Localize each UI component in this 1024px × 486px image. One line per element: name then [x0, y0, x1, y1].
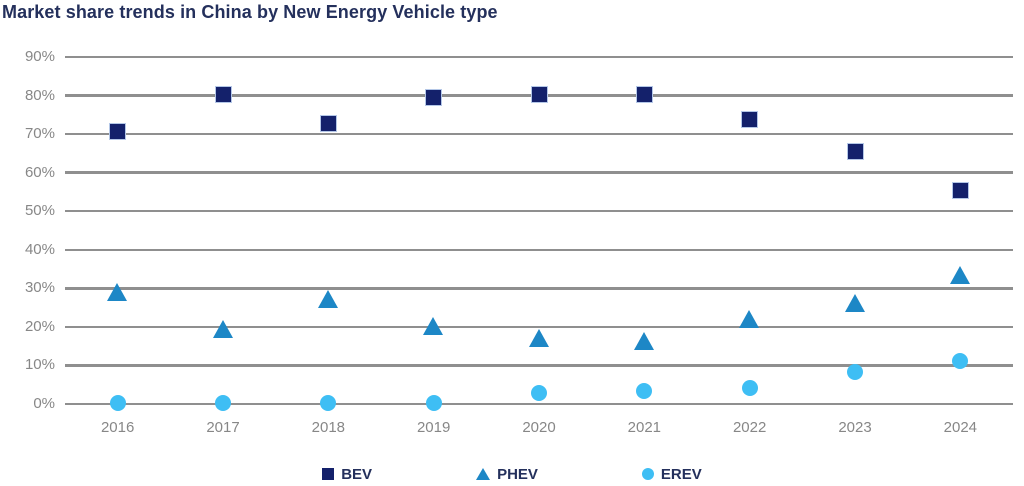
y-axis-tick-label: 80%	[24, 86, 55, 104]
gridline	[65, 171, 1013, 174]
marker-phev	[423, 316, 444, 335]
marker-erev	[847, 364, 863, 381]
gridline	[65, 325, 1013, 329]
gridline	[65, 402, 1013, 406]
legend-circle-icon	[641, 468, 654, 480]
marker-erev	[109, 394, 126, 411]
legend-label: BEV	[341, 465, 373, 483]
x-axis-tick-label: 2019	[416, 419, 451, 436]
marker-bev	[109, 122, 127, 140]
marker-bev	[635, 86, 653, 104]
marker-phev	[317, 289, 338, 308]
marker-erev	[425, 394, 442, 411]
marker-erev	[215, 394, 231, 411]
marker-erev	[741, 379, 758, 396]
gridline	[65, 132, 1013, 136]
marker-phev	[528, 329, 549, 348]
gridline	[65, 287, 1013, 290]
marker-erev	[636, 382, 653, 399]
y-axis-tick-label: 40%	[24, 240, 55, 258]
x-axis-tick-label: 2018	[311, 419, 346, 436]
marker-bev	[846, 143, 864, 161]
y-axis-tick-label: 50%	[24, 202, 55, 220]
x-axis-tick-label: 2024	[943, 419, 978, 436]
x-axis: 2016 2017 2018 2019 2020 2021 2022 2023 2024	[65, 419, 1013, 439]
y-axis-tick-label: 70%	[24, 125, 55, 143]
gridline	[65, 209, 1013, 213]
gridline	[65, 364, 1013, 367]
marker-phev	[739, 309, 760, 328]
gridline	[65, 248, 1013, 252]
x-axis-tick-label: 2017	[206, 419, 240, 436]
marker-erev	[320, 394, 337, 411]
marker-phev	[633, 331, 654, 350]
marker-erev	[952, 352, 969, 369]
marker-bev	[741, 110, 759, 128]
marker-bev	[214, 85, 232, 103]
x-axis-tick-label: 2021	[627, 419, 662, 436]
legend-item-erev: EREV	[641, 465, 702, 483]
legend-label: PHEV	[497, 465, 538, 483]
legend-square-icon	[322, 468, 335, 480]
marker-phev	[107, 282, 128, 301]
x-axis-tick-label: 2023	[838, 419, 872, 436]
y-axis-tick-label: 0%	[33, 395, 55, 412]
marker-bev	[319, 114, 337, 132]
y-axis-tick-label: 10%	[24, 356, 55, 374]
legend: BEV PHEV EREV	[0, 463, 1024, 485]
marker-bev	[951, 182, 969, 200]
x-axis-tick-label: 2016	[100, 419, 135, 436]
y-axis-tick-label: 30%	[24, 279, 55, 297]
y-axis-tick-label: 20%	[24, 317, 55, 335]
gridline	[65, 55, 1013, 59]
legend-item-phev: PHEV	[476, 466, 538, 483]
x-axis-tick-label: 2020	[522, 419, 556, 436]
plot-area	[65, 55, 1013, 411]
marker-bev	[530, 86, 548, 104]
y-axis-tick-label: 90%	[24, 48, 55, 65]
y-axis-tick-label: 60%	[24, 163, 55, 181]
x-axis-tick-label: 2022	[732, 419, 767, 436]
marker-phev	[844, 294, 865, 313]
legend-item-bev: BEV	[322, 466, 372, 483]
legend-label: EREV	[660, 465, 702, 483]
marker-phev	[949, 265, 970, 284]
marker-bev	[425, 88, 443, 106]
legend-triangle-icon	[476, 468, 491, 480]
marker-erev	[531, 384, 547, 401]
chart-title: Market share trends in China by New Ener…	[2, 2, 498, 22]
marker-phev	[212, 320, 233, 339]
